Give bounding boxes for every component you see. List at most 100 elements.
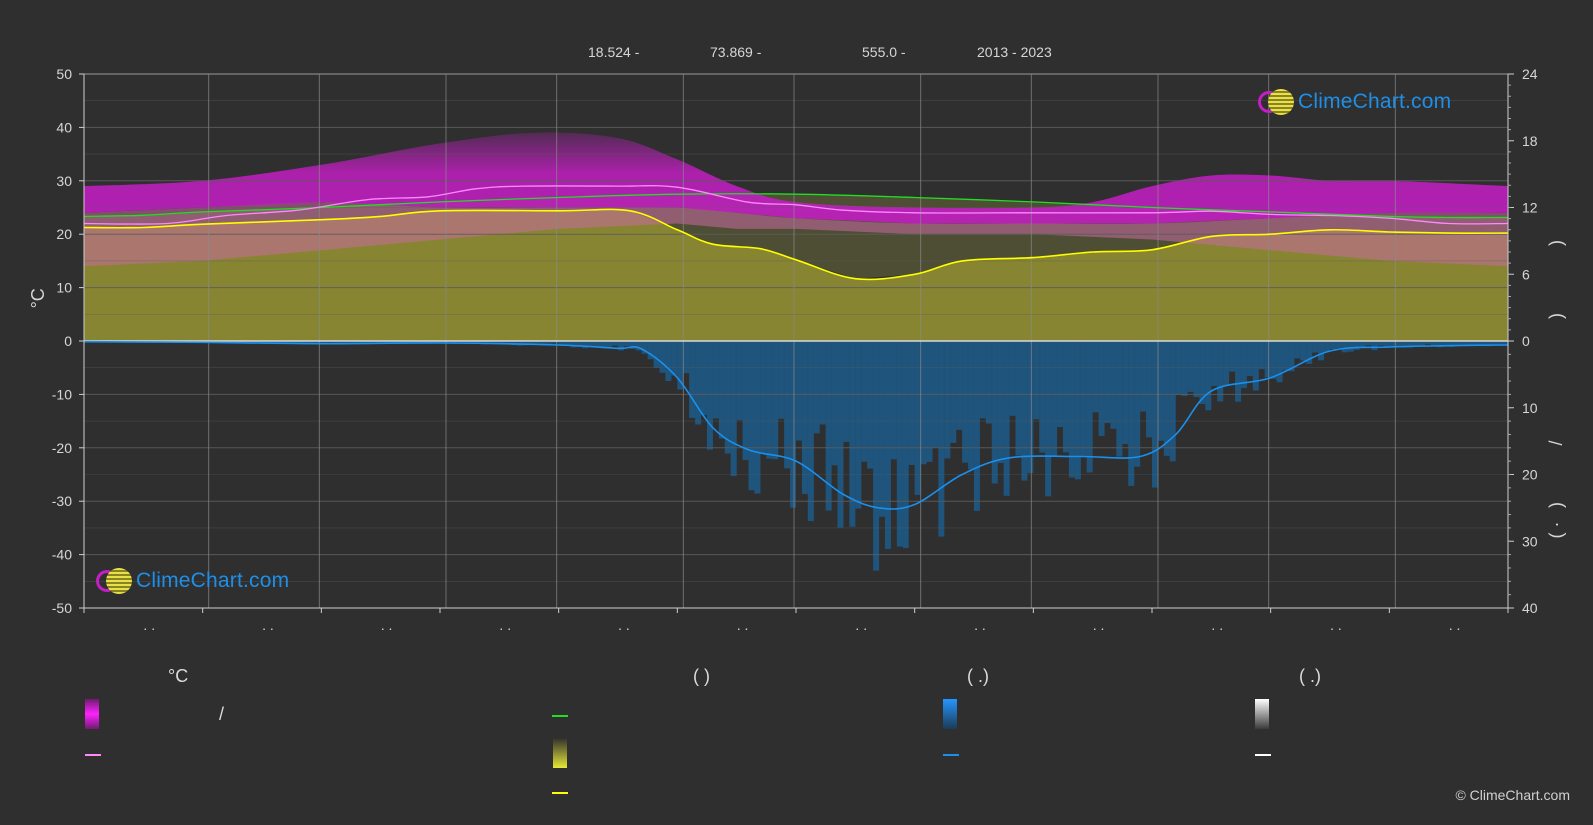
right-tick-label: 0 (1522, 333, 1530, 349)
rain-bar (884, 341, 891, 549)
rain-bar (641, 341, 648, 354)
rain-bar (683, 341, 690, 374)
rain-bar (1057, 341, 1064, 427)
rain-bar (1033, 341, 1040, 420)
rain-bar (1478, 341, 1485, 345)
rain-bar (1335, 341, 1342, 349)
month-label: . . (499, 617, 511, 633)
logo-sun-icon (106, 568, 132, 594)
rain-bar (612, 341, 619, 346)
legend-rain-heading: ( .) (967, 666, 989, 686)
rain-bar (1098, 341, 1105, 436)
rain-bar (600, 341, 607, 349)
lines-layer (83, 185, 1509, 510)
rain-bar (896, 341, 903, 547)
rain-bar (795, 341, 802, 441)
rain-bar (1068, 341, 1075, 478)
rain-bar (493, 341, 500, 345)
month-label: . . (618, 617, 630, 633)
rain-bar (861, 341, 868, 462)
month-label: . . (1330, 617, 1342, 633)
rain-bar (1371, 341, 1378, 351)
rain-bar (410, 341, 417, 343)
rain-bar (1389, 341, 1396, 347)
rain-bar (1424, 341, 1431, 345)
rain-bar (1021, 341, 1028, 481)
rain-bar (1193, 341, 1200, 398)
rain-bar (327, 341, 334, 343)
rain-bar (1169, 341, 1176, 462)
rain-bar (730, 341, 737, 477)
rain-bar (439, 341, 446, 343)
rain-bar (1229, 341, 1236, 372)
rain-bar (1484, 341, 1491, 347)
rain-bar (1288, 341, 1295, 372)
rain-bar (1240, 341, 1247, 389)
rain-bar (1300, 341, 1307, 361)
month-label: . . (1093, 617, 1105, 633)
watermark-logo-top: ClimeChart.com (1258, 89, 1451, 115)
month-label: . . (262, 617, 274, 633)
right-tick-label: 10 (1522, 400, 1538, 416)
rain-bar (701, 341, 708, 416)
right-axis-label-part: ) (1546, 313, 1566, 319)
rain-bar (1430, 341, 1437, 346)
rain-bar (392, 341, 399, 343)
rain-bar (1442, 341, 1449, 346)
rain-bar (623, 341, 630, 347)
rain-bar (487, 341, 494, 345)
rain-bar (1258, 341, 1265, 370)
rain-bar (1146, 341, 1153, 438)
rain-bar (356, 341, 363, 344)
rain-bar (1318, 341, 1325, 361)
right-tick-label: 24 (1522, 66, 1538, 82)
rain-bar (647, 341, 654, 360)
right-tick-label: 12 (1522, 200, 1538, 216)
rain-bar (546, 341, 553, 344)
daylight-line (83, 193, 1509, 219)
rain-line (83, 340, 1509, 510)
rain-bar (1015, 341, 1022, 456)
legend-rain-line (943, 754, 959, 756)
rain-bar (309, 341, 316, 344)
rain-bar (1027, 341, 1034, 474)
rain-bar (576, 341, 583, 348)
rain-bar (867, 341, 874, 469)
rain-bar (540, 341, 547, 346)
rain-bar (386, 341, 393, 343)
legend-temp-heading: °C (168, 666, 189, 686)
rain-bar (837, 341, 844, 528)
rain-bar (315, 341, 322, 344)
rain-bar (938, 341, 945, 537)
rain-bar (1116, 341, 1123, 457)
rain-bar (398, 341, 405, 344)
rain-bar (552, 341, 559, 344)
rain-bar (695, 341, 702, 425)
rain-bar (772, 341, 779, 460)
rain-bar (594, 341, 601, 348)
left-tick-label: -10 (52, 386, 72, 402)
right-tick-label: 30 (1522, 533, 1538, 549)
rain-bar (345, 341, 352, 344)
rain-bar (1347, 341, 1354, 352)
legend-temp-mean-line (85, 754, 101, 756)
rain-bar (1395, 341, 1402, 347)
rain-bar (950, 341, 957, 443)
legend-temp-range-label: / (219, 704, 225, 724)
rain-bar (1009, 341, 1016, 416)
right-axis-label-part: ) (1546, 502, 1566, 508)
rain-bar (689, 341, 696, 418)
right-axis-label-part: ( · (1546, 522, 1566, 539)
rain-bar (1134, 341, 1141, 467)
rain-bar (606, 341, 613, 349)
rain-bar (1039, 341, 1046, 453)
rain-bar (855, 341, 862, 509)
rain-bar (1490, 341, 1497, 346)
rain-bar (1448, 341, 1455, 347)
rain-bar (469, 341, 476, 343)
rain-bar (499, 341, 506, 345)
rain-bar (1324, 341, 1331, 352)
rain-bar (807, 341, 814, 522)
rain-bar (416, 341, 423, 344)
rain-bar (831, 341, 838, 466)
